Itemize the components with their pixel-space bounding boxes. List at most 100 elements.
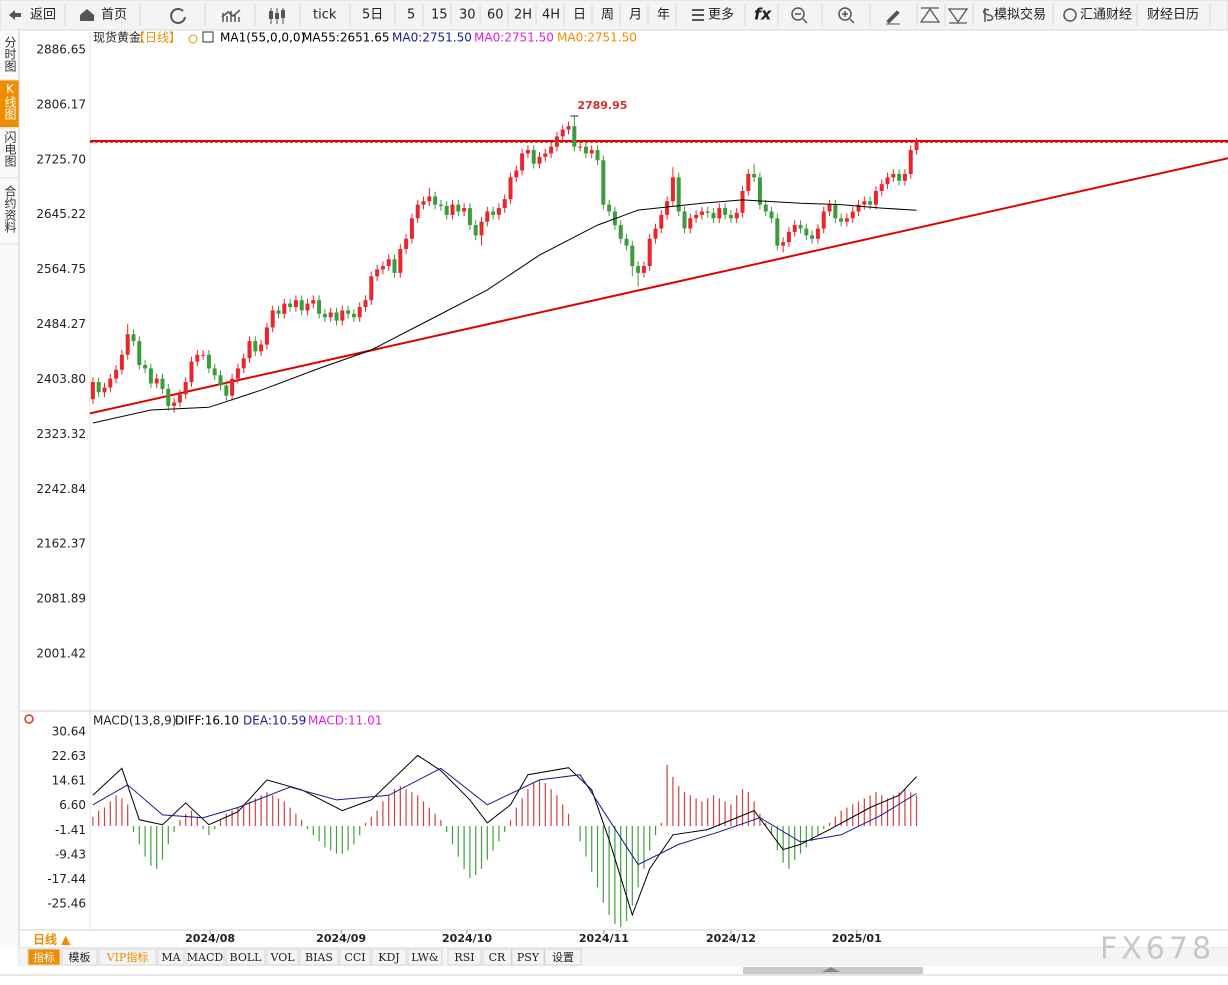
dea-line bbox=[92, 767, 917, 866]
toolbar-button[interactable]: 2H bbox=[514, 8, 532, 23]
x-tick-label: 2025/01 bbox=[832, 932, 882, 945]
candle-body bbox=[328, 312, 333, 318]
toolbar-button[interactable]: fx bbox=[754, 5, 772, 24]
candle-body bbox=[537, 156, 542, 164]
candle-body bbox=[763, 204, 768, 212]
indicator-tab-bg[interactable] bbox=[482, 948, 512, 966]
candle-body bbox=[154, 378, 159, 384]
indicator-tab-bg[interactable] bbox=[98, 948, 157, 966]
legend-entry: MA0:2751.50 bbox=[392, 31, 472, 45]
indicator-tab-bg[interactable] bbox=[185, 948, 225, 966]
watermark: FX678 bbox=[1100, 932, 1215, 967]
indicator-tab-bg[interactable] bbox=[407, 948, 443, 966]
indicator-tab[interactable]: 设置 bbox=[552, 951, 574, 964]
candle-body bbox=[450, 204, 455, 215]
y-tick-label: 14.61 bbox=[52, 774, 86, 788]
side-tab[interactable]: 闪电图 bbox=[3, 131, 17, 167]
y-tick-label: -9.43 bbox=[55, 847, 86, 861]
toolbar-button[interactable]: 月 bbox=[629, 8, 642, 23]
candle-body bbox=[636, 266, 641, 273]
toolbar-button[interactable]: 更多 bbox=[708, 7, 734, 23]
toolbar-button[interactable]: 5日 bbox=[362, 8, 383, 23]
indicator-tab[interactable]: BIAS bbox=[305, 951, 333, 964]
indicator-tab[interactable]: CCI bbox=[344, 951, 365, 964]
candle-body bbox=[456, 204, 461, 212]
candle-body bbox=[114, 369, 119, 379]
indicator-tab-bg[interactable] bbox=[447, 948, 482, 966]
indicator-tab[interactable]: MACD bbox=[187, 951, 224, 964]
toolbar-button[interactable]: 4H bbox=[542, 8, 560, 23]
indicator-tab-bg[interactable] bbox=[61, 948, 98, 966]
candle-body bbox=[549, 146, 554, 154]
toolbar-button[interactable]: 返回 bbox=[30, 8, 56, 23]
side-tab[interactable]: 合约资料 bbox=[3, 184, 17, 233]
candle-body bbox=[873, 190, 878, 205]
toolbar-button[interactable]: 15 bbox=[431, 8, 448, 23]
indicator-tab[interactable]: MA bbox=[161, 951, 181, 964]
candle-body bbox=[868, 201, 873, 205]
refresh-icon bbox=[170, 8, 186, 24]
indicator-tab[interactable]: CR bbox=[489, 951, 506, 964]
toolbar-button[interactable]: 模拟交易 bbox=[994, 7, 1046, 23]
toolbar-button[interactable]: 财经日历 bbox=[1147, 8, 1199, 23]
candle-body bbox=[288, 303, 293, 307]
indicator-tab[interactable]: BOLL bbox=[230, 951, 263, 964]
indicator-tab-bg[interactable] bbox=[225, 948, 266, 966]
indicator-tab-bg[interactable] bbox=[27, 948, 61, 966]
toolbar-button[interactable]: 年 bbox=[657, 8, 670, 23]
indicator-tab-bg[interactable] bbox=[266, 948, 299, 966]
candle-body bbox=[786, 231, 791, 243]
indicator-tab-bg[interactable] bbox=[299, 948, 339, 966]
y-tick-label: 2001.42 bbox=[36, 647, 86, 661]
period-icon[interactable] bbox=[188, 34, 198, 44]
candle-body bbox=[520, 153, 525, 171]
side-tab[interactable]: K线图 bbox=[3, 82, 17, 120]
candle-body bbox=[583, 146, 588, 154]
toolbar-button[interactable]: 5 bbox=[407, 8, 415, 23]
indicator-tab[interactable]: LW& bbox=[411, 951, 439, 964]
indicator-tab-bg[interactable] bbox=[339, 948, 371, 966]
indicator-tab[interactable]: KDJ bbox=[378, 951, 399, 964]
macd-settings-icon[interactable] bbox=[24, 714, 34, 724]
candle-body bbox=[438, 204, 443, 207]
y-tick-label: 2806.17 bbox=[36, 97, 86, 111]
toolbar-button[interactable]: 首页 bbox=[101, 8, 127, 23]
candle-body bbox=[491, 211, 496, 215]
toolbar-button[interactable]: tick bbox=[313, 8, 337, 23]
candle-body bbox=[670, 177, 675, 202]
candle-body bbox=[740, 190, 745, 213]
ma55-line bbox=[92, 199, 917, 424]
candle-body bbox=[305, 303, 310, 311]
indicator-tab[interactable]: PSY bbox=[517, 951, 540, 964]
candle-body bbox=[543, 153, 548, 157]
candle-body bbox=[618, 225, 623, 239]
candle-body bbox=[792, 225, 797, 232]
indicator-tab-bg[interactable] bbox=[157, 948, 185, 966]
indicator-tab-bg[interactable] bbox=[544, 948, 582, 966]
toolbar-button[interactable]: 日 bbox=[573, 8, 586, 23]
toolbar-button[interactable]: 60 bbox=[487, 8, 504, 23]
toolbar: 返回 首页 tick 5日 5 15 30 60 2H 4H 日周月年 更多 fx 模拟交易 汇通财经 财经日… bbox=[0, 0, 1228, 31]
indicator-tab[interactable]: 模板 bbox=[69, 950, 91, 964]
candle-body bbox=[485, 211, 490, 222]
toolbar-button[interactable]: 汇通财经 bbox=[1080, 8, 1132, 23]
side-tab[interactable]: 分时图 bbox=[3, 36, 17, 72]
indicator-tab[interactable]: VIP指标 bbox=[106, 950, 149, 964]
period-selector[interactable]: 日线 ▲ bbox=[33, 932, 71, 947]
toolbar-button[interactable]: 30 bbox=[459, 8, 476, 23]
candle-body bbox=[195, 354, 200, 362]
indicator-tab-bg[interactable] bbox=[511, 948, 545, 966]
indicator-tab[interactable]: VOL bbox=[269, 951, 295, 964]
toolbar-button[interactable]: 周 bbox=[601, 8, 614, 23]
indicator-tab[interactable]: RSI bbox=[454, 951, 474, 964]
indicator-tab-bg[interactable] bbox=[371, 948, 407, 966]
indicator-tab[interactable]: 指标 bbox=[33, 950, 55, 964]
x-tick-label: 2024/08 bbox=[185, 932, 235, 945]
candle-body bbox=[467, 208, 472, 226]
candle-body bbox=[427, 196, 432, 202]
candle-body bbox=[595, 150, 600, 161]
candle-body bbox=[322, 313, 327, 318]
y-tick-label: -25.46 bbox=[47, 897, 86, 911]
candle-body bbox=[682, 211, 687, 229]
